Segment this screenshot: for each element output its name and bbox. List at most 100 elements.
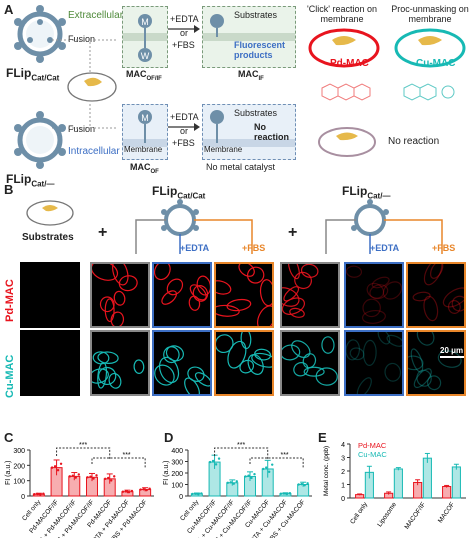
image-tile-cu-6 <box>406 330 466 396</box>
cell-outline <box>188 295 201 311</box>
cell-outline <box>239 359 255 374</box>
y-tick-label: 200 <box>13 463 25 470</box>
no-reaction-box-label: No reaction <box>254 122 290 142</box>
edta-label-b2: +EDTA <box>370 243 400 253</box>
fusion-label-1: Fusion <box>68 34 96 44</box>
data-point <box>124 490 128 493</box>
substrates-cell-icon <box>26 200 74 226</box>
data-point <box>127 491 131 494</box>
cell-outline <box>426 375 442 391</box>
data-point <box>95 474 98 477</box>
y-axis-label: Metal conc. (ppb) <box>323 446 330 496</box>
cell-outline <box>283 286 300 302</box>
significance-label: *** <box>122 452 130 459</box>
liposome-cat-cat-icon <box>14 5 66 63</box>
cell-outline <box>412 291 431 302</box>
cell-outline <box>214 280 232 295</box>
cell-outline <box>362 298 381 318</box>
panel-letter-c: C <box>4 430 14 445</box>
svg-text:M: M <box>141 113 149 123</box>
cell-outline <box>104 298 115 323</box>
scale-bar-1 <box>440 356 464 358</box>
cell-outline <box>189 284 207 301</box>
arrow-icon-1 <box>168 25 200 33</box>
no-reaction-box <box>202 104 296 160</box>
image-tile-cu-2 <box>152 330 212 396</box>
significance-label: *** <box>237 442 245 449</box>
cell-outline <box>238 262 255 277</box>
pd-mac-cell-icon <box>308 28 380 68</box>
image-tile-pd-0 <box>20 262 80 328</box>
cell-outline <box>384 362 402 382</box>
fbs-label-1: +FBS <box>172 40 195 50</box>
cell-outline <box>118 275 138 292</box>
mac-of-if-membrane-icon: M W <box>123 14 167 62</box>
tile-frame <box>280 330 340 396</box>
mac-if-membrane-icon <box>203 14 295 41</box>
pd-mac-label-a: Pd-MAC <box>330 58 369 69</box>
image-tile-pd-6 <box>406 262 466 328</box>
bar-cu <box>451 466 461 499</box>
data-point <box>142 488 145 491</box>
y-tick-label: 300 <box>13 448 25 455</box>
mac-of-label: MACOF <box>130 162 159 175</box>
significance-bracket <box>214 447 269 460</box>
cell-outline <box>133 359 145 374</box>
edta-label-2: +EDTA <box>170 112 199 122</box>
cell-outline <box>154 364 175 386</box>
fusion-label-2: Fusion <box>68 124 96 134</box>
x-tick-label: MACOF <box>437 501 456 524</box>
cell-outline <box>442 287 466 308</box>
cell-outline <box>447 299 461 314</box>
data-point <box>86 476 89 479</box>
y-tick-label: 0 <box>179 494 183 501</box>
cell-outline <box>321 336 335 354</box>
cell-outline <box>158 356 180 384</box>
fbs-label-2: +FBS <box>172 138 195 148</box>
data-point <box>214 463 218 466</box>
fluorescent-products-label: Fluorescent products <box>234 40 286 60</box>
cell-outline <box>184 377 200 396</box>
tile-frame <box>344 262 404 328</box>
y-tick-label: 2 <box>341 469 345 476</box>
cell-outline <box>377 330 391 345</box>
edta-label-b1: +EDTA <box>180 243 210 253</box>
data-point <box>229 481 232 484</box>
cu-product-structure-icon <box>403 83 455 101</box>
data-point <box>77 473 80 476</box>
data-point <box>107 476 110 480</box>
cell-outline <box>90 368 109 384</box>
data-point <box>148 487 151 490</box>
bar-cu <box>393 468 403 499</box>
svg-text:W: W <box>141 51 150 61</box>
tile-frame <box>280 262 340 328</box>
panel-letter-a: A <box>4 2 14 17</box>
row-label-cu-mac: Cu-MAC <box>4 354 16 398</box>
x-tick-label: Liposome <box>376 501 398 528</box>
membrane-label-1: Membrane <box>124 145 163 154</box>
flip-cat-cat-label-b: FLipCat/Cat <box>152 184 206 201</box>
cell-outline <box>112 262 129 286</box>
cell-icon <box>67 72 117 102</box>
chart-e: 0 1 2 3 4 Metal conc. (ppb) Cell only Liposome M… <box>323 441 466 531</box>
plus-sign-2: + <box>288 224 298 241</box>
image-tile-pd-2 <box>152 262 212 328</box>
y-tick-label: 200 <box>171 471 183 478</box>
cell-outline <box>429 262 444 279</box>
data-point <box>217 457 221 460</box>
significance-bracket <box>249 457 304 468</box>
y-tick-label: 0 <box>21 494 25 501</box>
data-point <box>235 480 238 483</box>
image-tile-cu-1 <box>90 330 150 396</box>
cell-outline <box>423 262 443 286</box>
panel-letter-b: B <box>4 182 14 197</box>
plus-sign-1: + <box>98 224 108 241</box>
cell-outline <box>366 282 385 299</box>
fbs-label-b2: +FBS <box>432 243 456 253</box>
significance-bracket <box>56 447 111 460</box>
y-axis-label: FI (a.u.) <box>163 460 170 485</box>
cell-outline <box>416 369 432 387</box>
svg-text:M: M <box>141 17 149 27</box>
data-point <box>71 474 74 477</box>
